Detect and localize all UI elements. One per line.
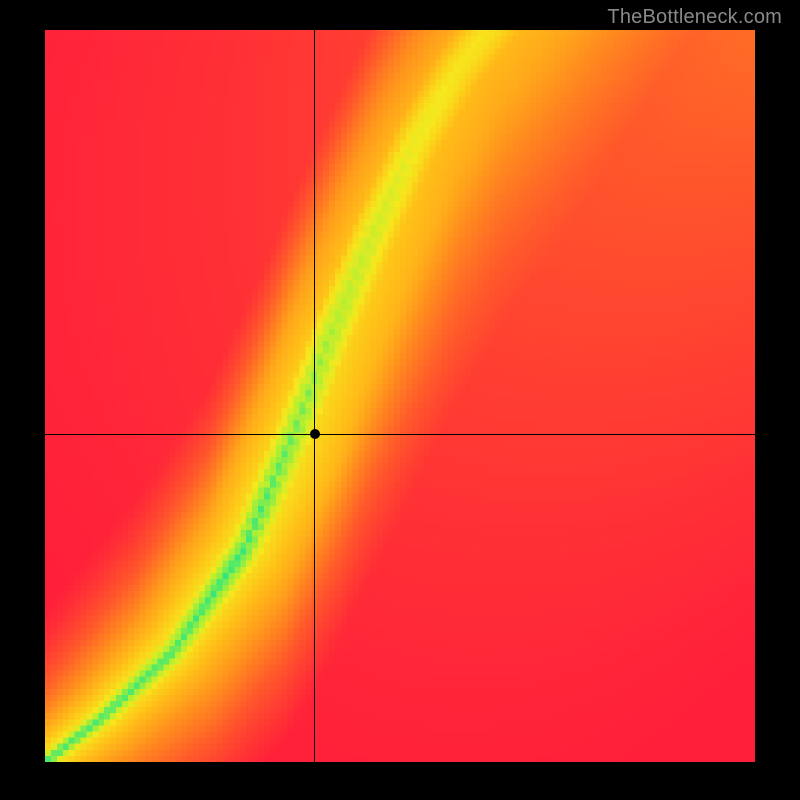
bottleneck-heatmap (45, 30, 755, 762)
watermark-label: TheBottleneck.com (607, 6, 782, 29)
current-config-marker (310, 429, 320, 439)
chart-root: TheBottleneck.com (0, 0, 800, 800)
crosshair-vertical (314, 30, 315, 762)
crosshair-horizontal (45, 434, 755, 435)
